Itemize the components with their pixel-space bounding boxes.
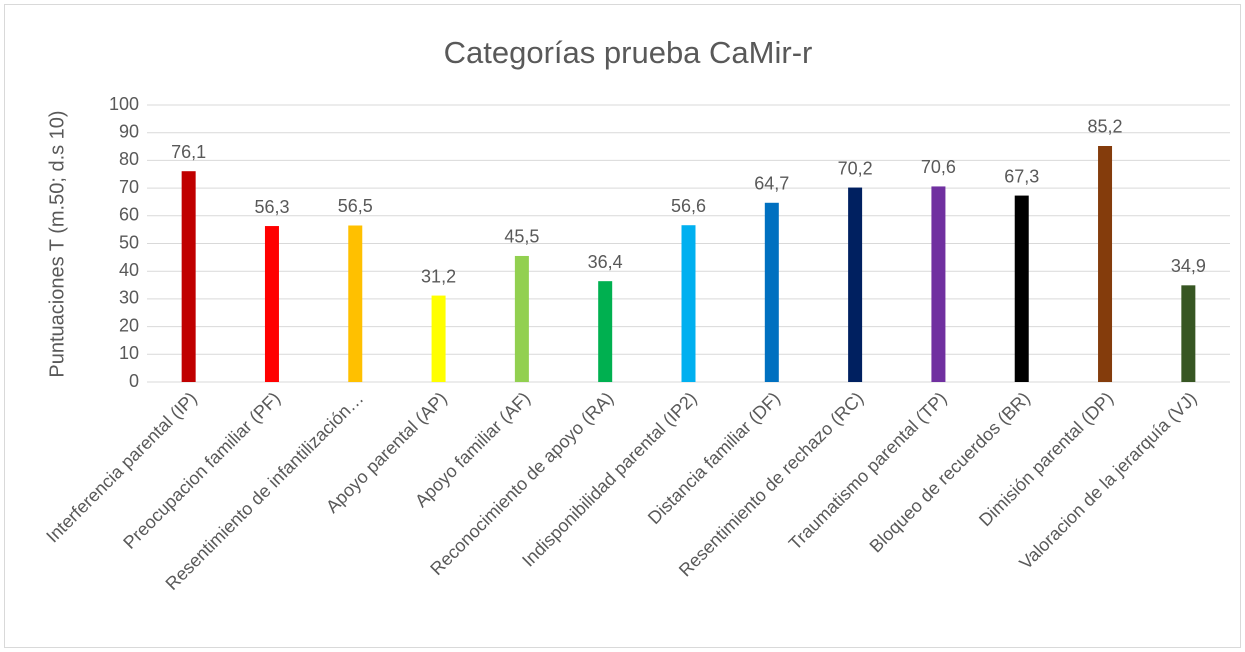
bar (931, 186, 946, 382)
bar (764, 202, 779, 382)
value-label: 36,4 (588, 252, 623, 272)
y-tick-label: 10 (119, 343, 139, 363)
y-tick-label: 80 (119, 149, 139, 169)
chart-title: Categorías prueba CaMir-r (444, 35, 813, 70)
value-label: 85,2 (1088, 117, 1123, 137)
bar (598, 281, 613, 382)
y-tick-label: 70 (119, 177, 139, 197)
value-label: 70,6 (921, 157, 956, 177)
y-tick-label: 30 (119, 288, 139, 308)
y-tick-label: 60 (119, 205, 139, 225)
y-tick-label: 40 (119, 260, 139, 280)
y-tick-label: 50 (119, 232, 139, 252)
y-tick-label: 20 (119, 315, 139, 335)
bar (1098, 145, 1113, 382)
y-tick-label: 0 (129, 371, 139, 391)
bar (848, 187, 863, 382)
value-label: 56,3 (254, 197, 289, 217)
bar (264, 226, 279, 382)
bar (348, 225, 363, 382)
value-label: 56,5 (338, 196, 373, 216)
value-label: 34,9 (1171, 256, 1206, 276)
value-label: 76,1 (171, 142, 206, 162)
chart-border (4, 4, 1241, 648)
bar (514, 255, 529, 382)
value-label: 67,3 (1004, 166, 1039, 186)
y-tick-label: 90 (119, 121, 139, 141)
value-label: 64,7 (754, 174, 789, 194)
value-label: 70,2 (838, 158, 873, 178)
bar (181, 171, 196, 382)
bar (1014, 195, 1029, 382)
bar (1181, 285, 1196, 382)
bar (681, 225, 696, 382)
bar (431, 295, 446, 382)
value-label: 56,6 (671, 196, 706, 216)
y-axis-title: Puntuaciones T (m.50; d.s 10) (46, 110, 68, 377)
y-tick-label: 100 (109, 94, 139, 114)
value-label: 45,5 (504, 227, 539, 247)
value-label: 31,2 (421, 266, 456, 286)
